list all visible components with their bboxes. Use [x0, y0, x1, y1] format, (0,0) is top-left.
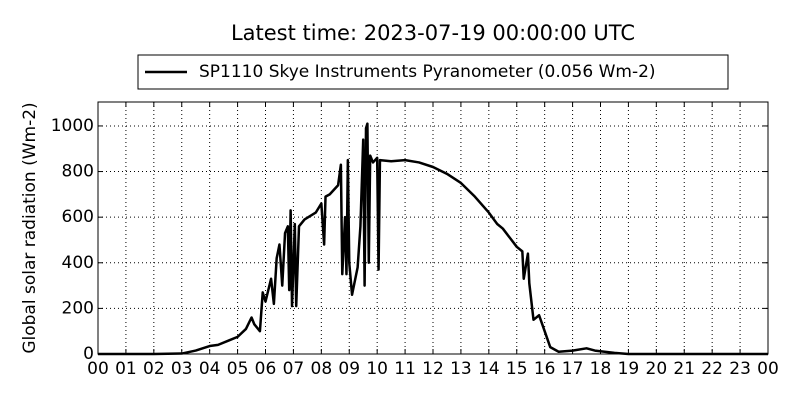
x-tick-label: 01: [115, 359, 137, 379]
y-tick-label: 200: [62, 298, 94, 318]
x-tick-label: 12: [422, 359, 444, 379]
y-tick-label: 400: [62, 253, 94, 273]
x-tick-label: 07: [283, 359, 305, 379]
x-tick-label: 00: [757, 359, 779, 379]
x-tick-label: 09: [338, 359, 360, 379]
x-tick-label: 20: [646, 359, 668, 379]
x-tick-label: 11: [394, 359, 416, 379]
x-tick-label: 19: [618, 359, 640, 379]
x-tick-label: 15: [506, 359, 528, 379]
x-tick-label: 08: [311, 359, 333, 379]
x-tick-label: 02: [143, 359, 165, 379]
y-tick-label: 800: [62, 162, 94, 182]
x-tick-label: 13: [450, 359, 472, 379]
y-tick-label: 0: [83, 344, 94, 364]
legend-label: SP1110 Skye Instruments Pyranometer (0.0…: [199, 62, 656, 82]
x-tick-label: 16: [534, 359, 556, 379]
y-tick-label: 600: [62, 207, 94, 227]
x-tick-label: 14: [478, 359, 500, 379]
series-line: [98, 122, 768, 356]
y-axis-label: Global solar radiation (Wm-2): [20, 102, 40, 353]
y-tick-label: 1000: [51, 116, 94, 136]
x-tick-label: 04: [199, 359, 221, 379]
legend: [137, 54, 729, 90]
x-tick-label: 22: [701, 359, 723, 379]
x-tick-label: 05: [227, 359, 249, 379]
plot-frame: [97, 101, 769, 355]
x-tick-label: 23: [729, 359, 751, 379]
x-tick-label: 21: [673, 359, 695, 379]
x-tick-label: 03: [171, 359, 193, 379]
x-tick-label: 18: [590, 359, 612, 379]
x-tick-label: 17: [562, 359, 584, 379]
x-tick-label: 00: [87, 359, 109, 379]
chart-title: Latest time: 2023-07-19 00:00:00 UTC: [231, 21, 635, 45]
x-tick-label: 10: [366, 359, 388, 379]
x-tick-label: 06: [255, 359, 277, 379]
